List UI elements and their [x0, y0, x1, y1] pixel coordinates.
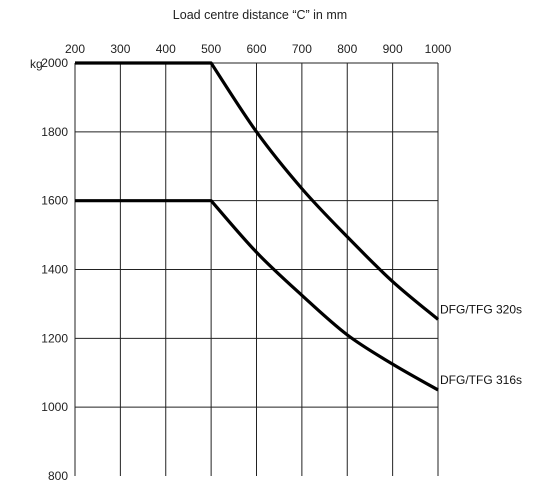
- x-tick-label-1000: 1000: [425, 42, 452, 56]
- x-tick-label-900: 900: [383, 42, 403, 56]
- y-tick-label-800: 800: [48, 469, 68, 483]
- x-tick-label-700: 700: [292, 42, 312, 56]
- x-tick-label-800: 800: [337, 42, 357, 56]
- x-tick-label-200: 200: [65, 42, 85, 56]
- series-line-dfg-tfg-320s: [75, 61, 440, 321]
- grid: [74, 62, 439, 476]
- series-labels: DFG/TFG 320s DFG/TFG 316s: [440, 302, 522, 387]
- x-axis-tick-labels: 200 300 400 500 600 700 800 900 1000: [65, 42, 452, 56]
- y-axis-tick-labels: 800 1000 1200 1400 1600 1800 2000: [41, 56, 68, 483]
- x-tick-label-600: 600: [246, 42, 266, 56]
- y-tick-label-1000: 1000: [41, 400, 68, 414]
- series-label-dfg-tfg-320s: DFG/TFG 320s: [440, 302, 522, 316]
- y-tick-label-1200: 1200: [41, 331, 68, 345]
- y-tick-label-1600: 1600: [41, 194, 68, 208]
- chart-title: Load centre distance “C” in mm: [173, 8, 347, 22]
- series-curves: [75, 61, 440, 392]
- y-axis-unit-label: kg: [30, 57, 43, 71]
- x-tick-label-300: 300: [110, 42, 130, 56]
- y-tick-label-1400: 1400: [41, 263, 68, 277]
- y-tick-label-1800: 1800: [41, 125, 68, 139]
- y-tick-label-2000: 2000: [41, 56, 68, 70]
- series-line-dfg-tfg-316s: [75, 199, 439, 392]
- x-tick-label-400: 400: [156, 42, 176, 56]
- series-label-dfg-tfg-316s: DFG/TFG 316s: [440, 373, 522, 387]
- x-tick-label-500: 500: [201, 42, 221, 56]
